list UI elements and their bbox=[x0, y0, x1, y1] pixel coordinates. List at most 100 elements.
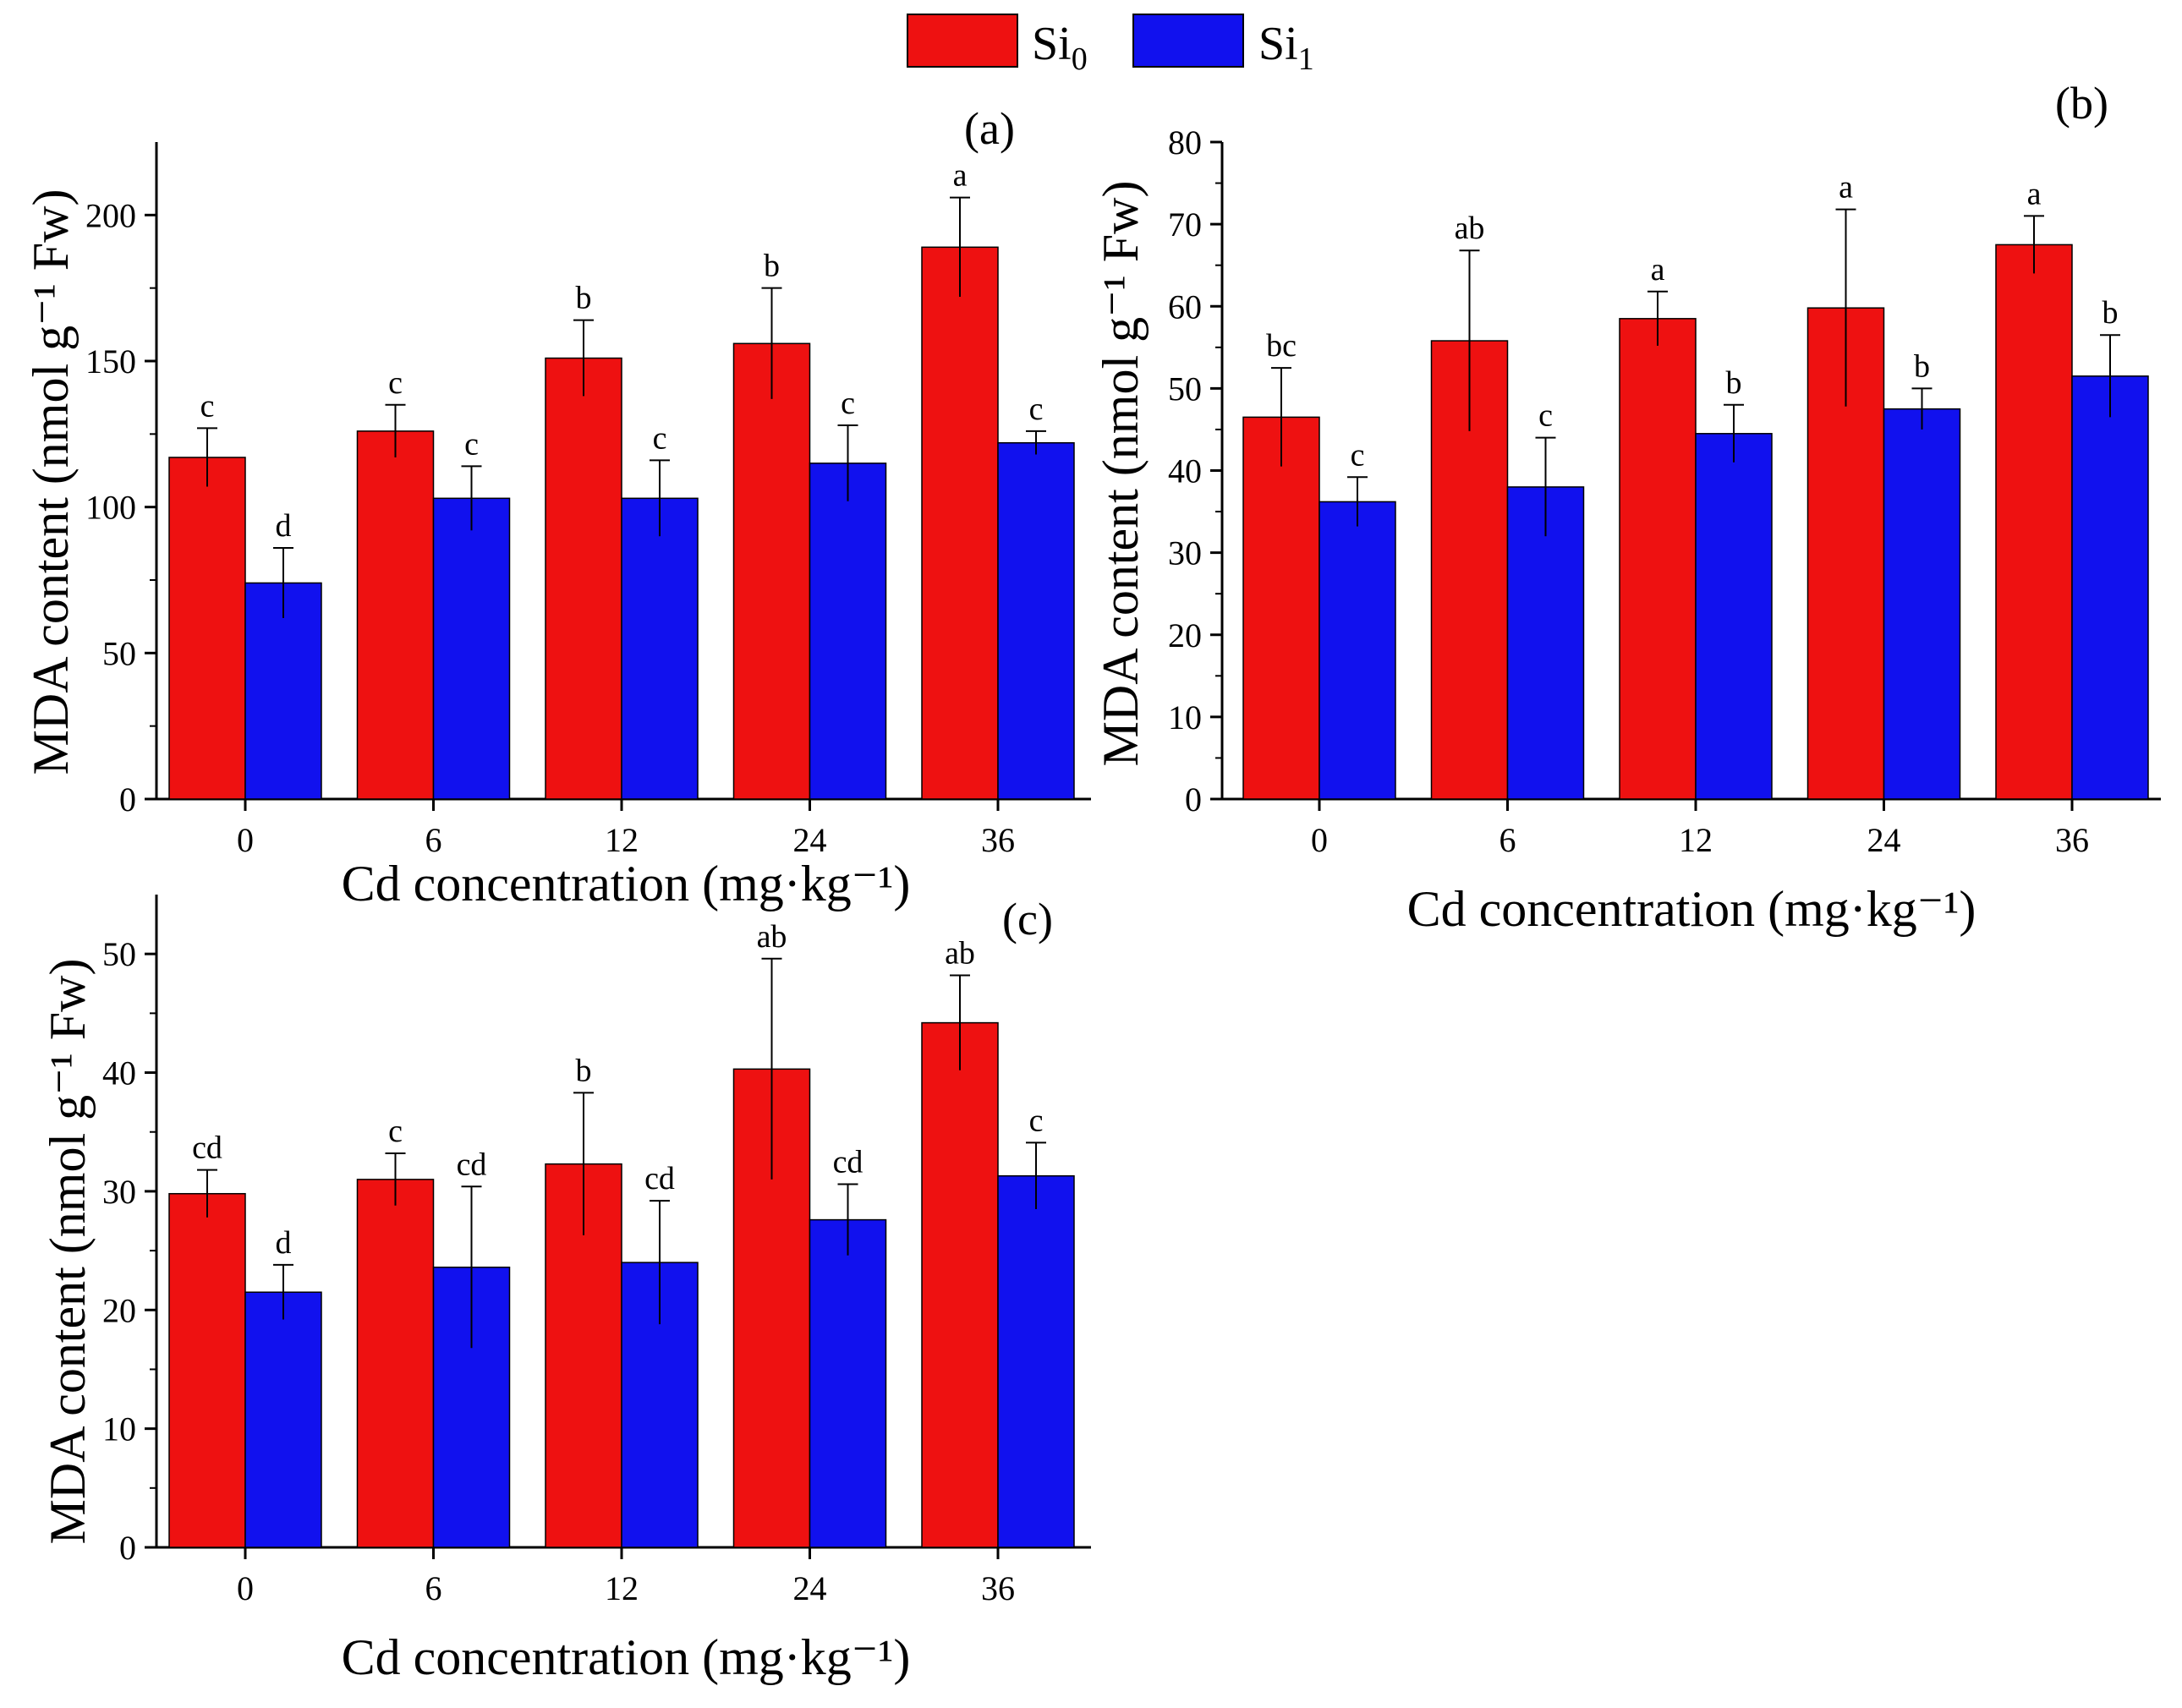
legend-swatch-si0 bbox=[907, 14, 1018, 68]
panel-b-ytick-label: 60 bbox=[1168, 287, 1202, 326]
panel-c-significance-label: b bbox=[576, 1053, 592, 1088]
panel-c-xtick-label: 36 bbox=[981, 1569, 1015, 1607]
panel-c-bar-si1 bbox=[997, 1174, 1075, 1548]
panel-b-xtick-label: 0 bbox=[1311, 821, 1328, 859]
panel-a-xtick-label: 24 bbox=[793, 821, 827, 859]
panel-a-bar-si0 bbox=[356, 430, 435, 800]
panel-b-bar-si1 bbox=[1506, 486, 1585, 800]
panel-b-xlabel: Cd concentration (mg·kg⁻¹) bbox=[1407, 881, 1976, 937]
panel-c-bar-si1 bbox=[809, 1218, 887, 1548]
panel-c-significance-label: c bbox=[1029, 1103, 1044, 1138]
panel-b-significance-label: c bbox=[1351, 437, 1365, 473]
panel-c-ytick-label: 30 bbox=[102, 1173, 136, 1211]
panel-b-ytick-label: 70 bbox=[1168, 205, 1202, 244]
panel-a-significance-label: c bbox=[653, 420, 667, 456]
panel-c-significance-label: cd bbox=[192, 1130, 222, 1166]
panel-a-bar-si1 bbox=[997, 441, 1075, 800]
panel-a-bar-si0 bbox=[921, 246, 999, 800]
panel-c-bar-si0 bbox=[921, 1021, 999, 1548]
panel-a-significance-label: b bbox=[576, 281, 592, 316]
panel-c-significance-label: cd bbox=[457, 1147, 487, 1182]
panel-a-ylabel: MDA content (nmol g⁻¹ Fw) bbox=[23, 189, 79, 775]
panel-b-bar-si0 bbox=[1619, 318, 1697, 800]
legend: Si0 Si1 bbox=[907, 14, 1314, 77]
panel-b-significance-label: ab bbox=[1455, 211, 1485, 246]
panel-b: (b) MDA content (nmol g⁻¹ Fw) Cd concent… bbox=[1093, 78, 2161, 937]
panel-c-ytick-label: 20 bbox=[102, 1291, 136, 1329]
panel-a-xtick-label: 6 bbox=[425, 821, 442, 859]
panel-c-ytick-label: 50 bbox=[102, 935, 136, 973]
panel-c: (c) MDA content (nmol g⁻¹ Fw) Cd concent… bbox=[40, 894, 1091, 1685]
panel-b-significance-label: a bbox=[2027, 176, 2042, 211]
panel-b-significance-label: a bbox=[1651, 252, 1665, 287]
panel-a-bar-si0 bbox=[168, 457, 246, 800]
legend-swatch-si1 bbox=[1132, 14, 1244, 68]
panel-c-bar-si0 bbox=[356, 1179, 435, 1548]
panel-a: (a) MDA content (nmol g⁻¹ Fw) Cd concent… bbox=[23, 103, 1091, 911]
panel-a-xlabel: Cd concentration (mg·kg⁻¹) bbox=[342, 856, 911, 911]
panel-c-xtick-label: 24 bbox=[793, 1569, 827, 1607]
panel-a-bar-si0 bbox=[545, 357, 622, 800]
panel-b-xtick-label: 36 bbox=[2055, 821, 2089, 859]
panel-a-bar-si0 bbox=[732, 342, 811, 800]
panel-b-xtick-label: 6 bbox=[1499, 821, 1516, 859]
panel-b-significance-label: c bbox=[1538, 398, 1553, 434]
panel-b-ytick-label: 20 bbox=[1168, 616, 1202, 654]
panel-b-significance-label: b bbox=[2103, 295, 2119, 331]
panel-b-label: (b) bbox=[2055, 78, 2108, 129]
panel-b-bar-si1 bbox=[1883, 408, 1961, 800]
panel-a-label: (a) bbox=[964, 103, 1015, 154]
panel-b-bar-si1 bbox=[2071, 375, 2149, 800]
panel-a-significance-label: c bbox=[464, 426, 479, 462]
panel-c-ytick-label: 10 bbox=[102, 1410, 136, 1448]
panel-c-xlabel: Cd concentration (mg·kg⁻¹) bbox=[342, 1629, 911, 1685]
panel-a-xtick-label: 0 bbox=[237, 821, 254, 859]
legend-label-si0: Si0 bbox=[1032, 18, 1088, 77]
panel-b-ytick-label: 80 bbox=[1168, 123, 1202, 161]
panel-b-significance-label: a bbox=[1839, 170, 1853, 205]
panel-a-significance-label: a bbox=[953, 158, 968, 194]
panel-a-bar-si1 bbox=[244, 582, 322, 800]
panel-a-significance-label: c bbox=[841, 386, 855, 421]
legend-label-si1: Si1 bbox=[1258, 18, 1314, 77]
legend-label-si0-sub: 0 bbox=[1072, 41, 1088, 77]
panel-c-significance-label: ab bbox=[757, 919, 787, 955]
panel-a-significance-label: c bbox=[388, 365, 403, 401]
panel-b-ytick-label: 10 bbox=[1168, 698, 1202, 736]
panel-b-xtick-label: 24 bbox=[1867, 821, 1901, 859]
panel-c-xtick-label: 6 bbox=[425, 1569, 442, 1607]
panel-a-ytick-label: 100 bbox=[85, 489, 136, 527]
panel-c-ytick-label: 40 bbox=[102, 1054, 136, 1092]
legend-label-si1-sub: 1 bbox=[1298, 41, 1314, 77]
panel-c-significance-label: c bbox=[388, 1114, 403, 1149]
panel-a-ytick-label: 200 bbox=[85, 196, 136, 234]
legend-label-si0-base: Si bbox=[1032, 18, 1072, 70]
panel-b-ytick-label: 50 bbox=[1168, 370, 1202, 408]
panel-b-significance-label: bc bbox=[1266, 328, 1297, 364]
panel-a-significance-label: d bbox=[276, 508, 292, 544]
panel-a-xtick-label: 12 bbox=[605, 821, 639, 859]
panel-c-xtick-label: 0 bbox=[237, 1569, 254, 1607]
panel-b-bar-si1 bbox=[1319, 501, 1396, 800]
panel-c-significance-label: cd bbox=[644, 1161, 675, 1196]
panel-a-bar-si1 bbox=[621, 497, 699, 800]
panel-c-ylabel: MDA content (nmol g⁻¹ Fw) bbox=[40, 959, 96, 1545]
panel-b-significance-label: b bbox=[1726, 365, 1742, 401]
panel-a-ytick-label: 0 bbox=[119, 780, 136, 818]
panel-b-bar-si1 bbox=[1695, 433, 1773, 800]
panel-b-bar-si0 bbox=[1995, 244, 2073, 800]
panel-c-xtick-label: 12 bbox=[605, 1569, 639, 1607]
panel-b-ytick-label: 0 bbox=[1185, 780, 1202, 818]
panel-b-bar-si0 bbox=[1242, 416, 1320, 800]
panel-c-ytick-label: 0 bbox=[119, 1529, 136, 1567]
panel-b-significance-label: b bbox=[1914, 348, 1930, 384]
panel-c-significance-label: ab bbox=[945, 935, 975, 971]
panel-a-ytick-label: 150 bbox=[85, 342, 136, 380]
panel-b-ytick-label: 40 bbox=[1168, 452, 1202, 490]
panel-c-significance-label: d bbox=[276, 1225, 292, 1261]
panel-a-significance-label: c bbox=[1029, 391, 1044, 427]
panel-a-ytick-label: 50 bbox=[102, 634, 136, 672]
panel-a-significance-label: c bbox=[200, 388, 215, 424]
legend-label-si1-base: Si bbox=[1258, 18, 1298, 70]
